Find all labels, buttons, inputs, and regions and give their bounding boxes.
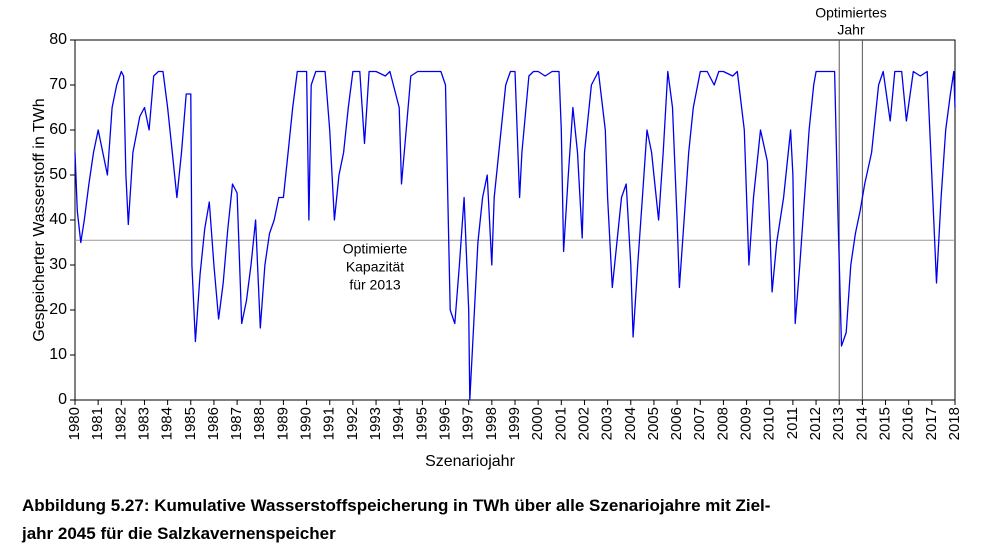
- x-tick-label: 2013: [830, 407, 847, 440]
- y-tick-label: 50: [49, 166, 67, 183]
- x-tick-label: 1988: [251, 407, 268, 440]
- annotation: Optimiertes: [815, 5, 887, 21]
- annotation: Jahr: [837, 22, 865, 38]
- y-tick-label: 70: [49, 76, 67, 93]
- x-tick-label: 1987: [228, 407, 245, 440]
- x-tick-label: 2016: [900, 407, 917, 440]
- x-tick-label: 1995: [413, 407, 430, 440]
- x-tick-label: 2018: [946, 407, 963, 440]
- y-tick-label: 0: [58, 391, 67, 408]
- data-line: [74, 70, 956, 401]
- x-tick-label: 2006: [668, 407, 685, 440]
- x-tick-label: 1982: [112, 407, 129, 440]
- x-tick-label: 1980: [66, 407, 83, 440]
- plot-area: [74, 39, 956, 401]
- x-tick-label: 1994: [390, 407, 407, 440]
- x-tick-label: 1991: [321, 407, 338, 440]
- x-tick-label: 2000: [529, 407, 546, 440]
- x-tick-label: 1996: [436, 407, 453, 440]
- x-tick-label: 1983: [135, 407, 152, 440]
- x-tick-label: 2001: [552, 407, 569, 440]
- y-axis-title: Gespeicherter Wasserstoff in TWh: [31, 98, 48, 341]
- x-tick-label: 2009: [738, 407, 755, 440]
- y-tick-label: 80: [49, 31, 67, 48]
- x-tick-label: 2010: [761, 407, 778, 440]
- x-tick-label: 2014: [853, 407, 870, 440]
- x-tick-label: 1984: [159, 407, 176, 440]
- x-tick-label: 2007: [691, 407, 708, 440]
- x-tick-label: 2004: [622, 407, 639, 440]
- x-tick-label: 2011: [784, 407, 801, 439]
- x-tick-label: 2002: [575, 407, 592, 440]
- x-tick-label: 1997: [460, 407, 477, 440]
- x-tick-label: 1986: [205, 407, 222, 440]
- x-tick-label: 2008: [714, 407, 731, 440]
- x-tick-label: 2015: [876, 407, 893, 440]
- x-tick-label: 1998: [483, 407, 500, 440]
- y-tick-label: 30: [49, 256, 67, 273]
- x-axis-title: Szenariojahr: [425, 453, 516, 470]
- x-tick-label: 1992: [344, 407, 361, 440]
- x-tick-label: 2003: [599, 407, 616, 440]
- x-tick-label: 2012: [807, 407, 824, 440]
- x-tick-label: 2017: [923, 407, 940, 440]
- caption-line: Abbildung 5.27: Kumulative Wasserstoffsp…: [22, 496, 770, 515]
- x-tick-label: 1989: [274, 407, 291, 440]
- x-tick-label: 1990: [298, 407, 315, 440]
- caption-line: jahr 2045 für die Salzkavernenspeicher: [21, 524, 336, 543]
- x-tick-label: 1993: [367, 407, 384, 440]
- annotation: Optimierte: [343, 241, 408, 257]
- y-tick-label: 60: [49, 121, 67, 138]
- y-tick-label: 20: [49, 301, 67, 318]
- x-tick-label: 1981: [89, 407, 106, 440]
- y-tick-label: 10: [49, 346, 67, 363]
- x-tick-label: 1999: [506, 407, 523, 440]
- x-tick-label: 2005: [645, 407, 662, 440]
- x-tick-label: 1985: [182, 407, 199, 440]
- annotation: Kapazität: [346, 259, 404, 275]
- y-tick-label: 40: [49, 211, 67, 228]
- annotation: für 2013: [349, 277, 401, 293]
